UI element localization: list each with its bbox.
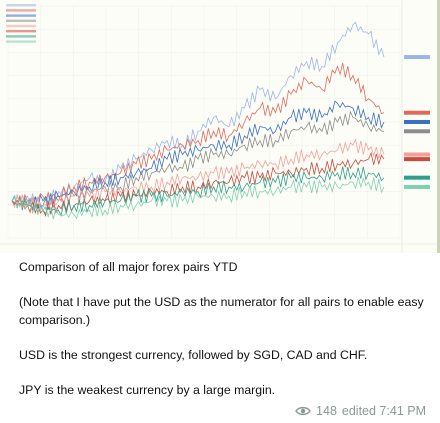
series-price-tag-4 (404, 129, 430, 134)
legend-entry-1 (6, 4, 36, 7)
series-price-tag-7 (404, 175, 430, 180)
legend-entry-8 (6, 40, 36, 43)
message-status: edited 7:41 PM (341, 404, 426, 418)
series-line-7 (11, 166, 385, 217)
series-line-1 (11, 21, 385, 211)
series-price-tag-8 (404, 184, 430, 189)
series-line-4 (11, 110, 385, 210)
legend-entry-5 (6, 24, 36, 28)
chart-image[interactable] (0, 0, 440, 253)
legend-entry-7 (6, 35, 36, 38)
series-price-tag-2 (404, 110, 430, 115)
series-line-5 (11, 138, 385, 213)
caption-line-4: JPY is the weakest currency by a large m… (19, 383, 276, 397)
legend-entry-3 (6, 14, 36, 17)
series-price-tag-3 (404, 120, 430, 124)
legend-entry-4 (6, 19, 36, 22)
caption-line-2: (Note that I have put the USD as the num… (19, 295, 424, 327)
legend-entry-6 (6, 30, 36, 33)
series-price-tag-6 (404, 157, 430, 162)
series-price-tag-5 (404, 152, 430, 157)
series-line-2 (11, 62, 385, 208)
chart-edge (437, 0, 440, 253)
caption-line-3: USD is the strongest currency, followed … (19, 348, 368, 362)
series-price-tag-1 (404, 55, 430, 60)
forex-ytd-chart (0, 0, 440, 253)
series-line-8 (11, 176, 385, 220)
eye-icon (295, 406, 311, 416)
message-caption: Comparison of all major forex pairs YTD … (19, 258, 427, 416)
legend-entry-2 (6, 9, 36, 12)
view-count: 148 (316, 404, 337, 418)
caption-line-1: Comparison of all major forex pairs YTD (19, 260, 238, 274)
series-line-3 (11, 100, 385, 211)
message-meta: 148 edited 7:41 PM (295, 404, 426, 418)
